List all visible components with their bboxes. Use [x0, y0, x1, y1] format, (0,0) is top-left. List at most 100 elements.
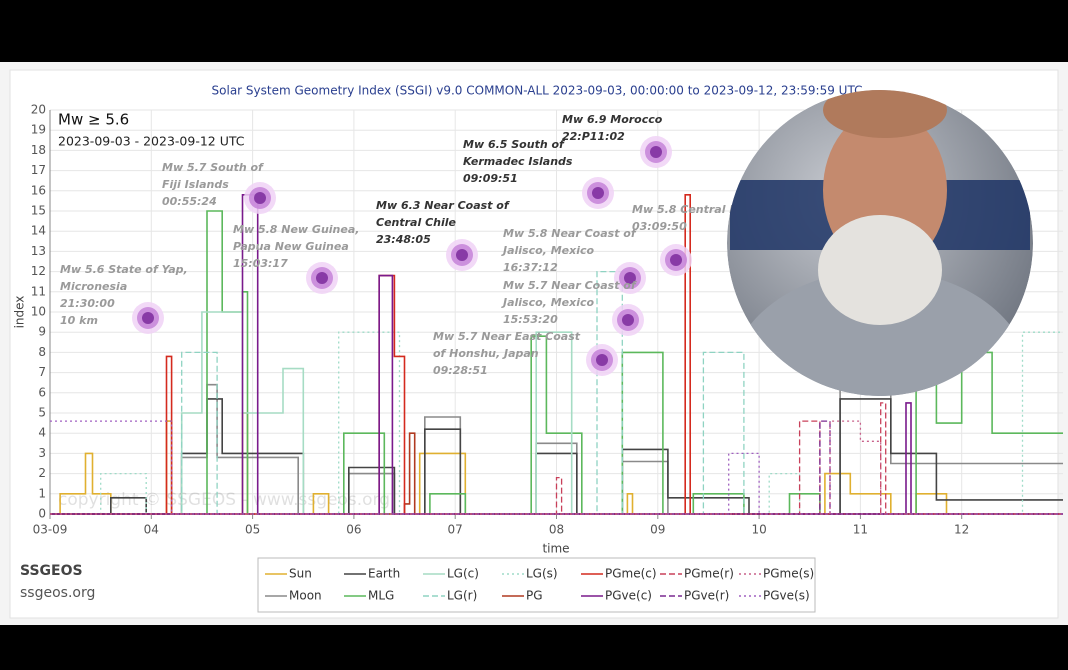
y-tick-label: 3: [38, 446, 46, 460]
y-tick-label: 0: [38, 507, 46, 521]
quake-icon: [622, 314, 634, 326]
photo-hoodie: [730, 270, 1030, 396]
y-tick-label: 19: [31, 123, 46, 137]
x-tick-label: 11: [853, 523, 868, 537]
series-line: [50, 270, 1063, 515]
annotation-text: Fiji Islands: [162, 178, 229, 191]
legend-label: MLG: [368, 589, 394, 603]
annotation-text: Kermadec Islands: [463, 155, 573, 168]
x-tick-label: 07: [448, 523, 463, 537]
annotation-text: Mw 5.6 State of Yap,: [60, 263, 188, 276]
annotation-text: Central Chile: [376, 216, 457, 229]
x-tick-label: 12: [954, 523, 969, 537]
y-tick-label: 1: [38, 486, 46, 500]
y-tick-label: 14: [31, 224, 46, 238]
chart-title: Solar System Geometry Index (SSGI) v9.0 …: [212, 84, 863, 98]
series-line: [50, 194, 1063, 515]
y-tick-label: 13: [31, 244, 46, 258]
annotation-text: 22:P11:02: [562, 130, 625, 143]
legend-box: [257, 557, 816, 613]
series-line: [50, 420, 1063, 515]
quake-icon: [592, 187, 604, 199]
annotation-text: 10 km: [60, 314, 98, 327]
annotation-text: 15:53:20: [503, 313, 558, 326]
annotation-text: Papua New Guinea: [233, 240, 349, 253]
annotation-text: Mw 5.7 South of: [162, 161, 264, 174]
quake-icon: [596, 354, 608, 366]
y-tick-label: 8: [38, 345, 46, 359]
series-line: [50, 412, 1063, 515]
legend-label: PGme(r): [684, 567, 734, 581]
annotation-text: Micronesia: [60, 280, 127, 293]
annotation-text: 15:03:17: [233, 257, 288, 270]
annotation-text: Mw 5.8 Central Ec: [632, 203, 744, 216]
y-tick-label: 18: [31, 143, 46, 157]
y-tick-label: 5: [38, 406, 46, 420]
photo-beard: [818, 215, 942, 325]
annotation-text: Mw 5.7 Near Coast of: [503, 279, 637, 292]
y-tick-label: 16: [31, 183, 46, 197]
quake-icon: [650, 146, 662, 158]
quake-icon: [456, 249, 468, 261]
y-tick-label: 7: [38, 365, 46, 379]
quake-icon: [670, 254, 682, 266]
x-tick-label: 08: [549, 523, 564, 537]
x-axis-label: time: [542, 542, 569, 556]
annotation-text: Mw 5.7 Near East Coast: [433, 330, 581, 343]
photo-hair: [823, 90, 947, 138]
legend-label: Moon: [289, 589, 322, 603]
brand-name: SSGEOS: [20, 563, 83, 579]
annotation-text: Mw 6.5 South of: [463, 138, 565, 151]
annotation-text: 16:37:12: [503, 261, 558, 274]
y-tick-label: 2: [38, 466, 46, 480]
legend-label: LG(c): [447, 567, 479, 581]
presenter-photo: [727, 90, 1033, 396]
legend-label: PGve(c): [605, 589, 652, 603]
brand-url: ssgeos.org: [20, 585, 95, 601]
legend-label: LG(s): [526, 567, 558, 581]
x-tick-label: 04: [144, 523, 159, 537]
legend-label: PG: [526, 589, 543, 603]
series-line: [50, 210, 1063, 515]
y-tick-label: 20: [31, 103, 46, 117]
annotations: Mw 5.6 State of Yap, Micronesia 21:30:00 10…: [60, 113, 744, 377]
annotation-text: 03:09:50: [632, 220, 687, 233]
annotation-text: of Honshu, Japan: [433, 347, 539, 360]
legend-label: PGme(c): [605, 567, 657, 581]
watermark: copyright © SSGEOS - www.ssgeos.org: [58, 490, 390, 510]
annotation-text: Mw 5.8 New Guinea,: [233, 223, 359, 236]
y-tick-label: 17: [31, 163, 46, 177]
subtitle: Mw ≥ 5.6: [58, 111, 129, 129]
annotation-text: Mw 6.3 Near Coast of: [376, 199, 510, 212]
annotation-text: 09:28:51: [433, 364, 488, 377]
legend-label: Sun: [289, 567, 312, 581]
legend: Sun Moon Earth MLG LG(c) LG(r) LG(s) PG PGme(c) P…: [265, 567, 814, 603]
annotation-text: Mw 6.9 Morocco: [562, 113, 663, 126]
y-tick-label: 9: [38, 325, 46, 339]
legend-label: PGve(r): [684, 589, 729, 603]
quake-icon: [142, 312, 154, 324]
series-line: [50, 311, 1063, 515]
series-line: [50, 402, 1063, 515]
y-tick-label: 12: [31, 264, 46, 278]
y-axis-label: index: [13, 296, 27, 329]
legend-label: PGme(s): [763, 567, 814, 581]
annotation-text: 23:48:05: [376, 233, 431, 246]
annotation-text: 00:55:24: [162, 195, 217, 208]
x-tick-label: 06: [346, 523, 361, 537]
y-tick-label: 6: [38, 385, 46, 399]
x-tick-label: 05: [245, 523, 260, 537]
annotation-text: Jalisco, Mexico: [501, 244, 594, 257]
annotation-text: Jalisco, Mexico: [501, 296, 594, 309]
legend-label: Earth: [368, 567, 400, 581]
quake-icon: [254, 192, 266, 204]
series-line: [50, 420, 1063, 515]
y-tick-label: 10: [31, 305, 46, 319]
y-tick-label: 11: [31, 284, 46, 298]
quake-icon: [624, 272, 636, 284]
annotation-text: 09:09:51: [463, 172, 518, 185]
quake-icon: [316, 272, 328, 284]
annotation-text: Mw 5.8 Near Coast of: [503, 227, 637, 240]
x-tick-label: 09: [650, 523, 665, 537]
